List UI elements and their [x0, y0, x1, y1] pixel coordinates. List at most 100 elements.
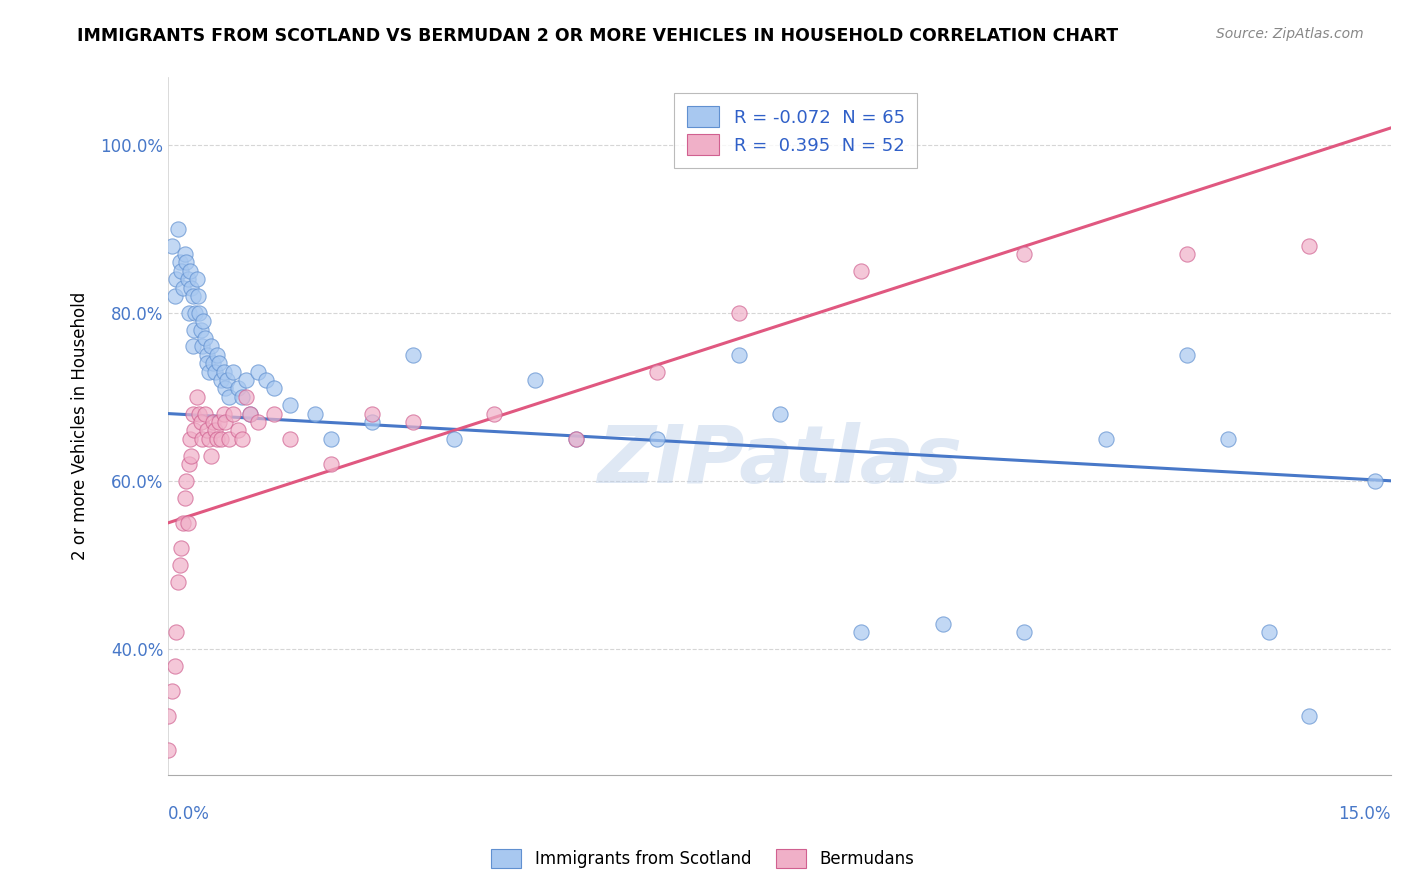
Point — [226, 381, 249, 395]
Point — [169, 558, 191, 572]
Point — [565, 432, 588, 446]
Point — [239, 407, 262, 421]
Point — [768, 407, 790, 421]
Point — [186, 390, 208, 404]
Point — [209, 432, 232, 446]
Text: 0.0%: 0.0% — [169, 805, 209, 823]
Y-axis label: 2 or more Vehicles in Household: 2 or more Vehicles in Household — [72, 292, 89, 560]
Point — [931, 616, 953, 631]
Text: IMMIGRANTS FROM SCOTLAND VS BERMUDAN 2 OR MORE VEHICLES IN HOUSEHOLD CORRELATION: IMMIGRANTS FROM SCOTLAND VS BERMUDAN 2 O… — [77, 27, 1118, 45]
Point — [167, 221, 190, 235]
Point — [361, 407, 384, 421]
Point — [188, 407, 211, 421]
Legend: Immigrants from Scotland, Bermudans: Immigrants from Scotland, Bermudans — [485, 842, 921, 875]
Point — [187, 289, 209, 303]
Point — [184, 306, 207, 320]
Point — [195, 356, 218, 370]
Point — [169, 255, 191, 269]
Point — [209, 373, 232, 387]
Point — [231, 390, 253, 404]
Point — [172, 516, 194, 530]
Point — [180, 449, 202, 463]
Point — [167, 574, 190, 589]
Point — [173, 247, 195, 261]
Point — [246, 365, 269, 379]
Point — [524, 373, 547, 387]
Point — [181, 407, 204, 421]
Point — [263, 381, 285, 395]
Point — [194, 331, 217, 345]
Point — [1175, 348, 1198, 362]
Point — [226, 423, 249, 437]
Text: Source: ZipAtlas.com: Source: ZipAtlas.com — [1216, 27, 1364, 41]
Point — [321, 457, 343, 471]
Point — [280, 398, 302, 412]
Point — [202, 415, 225, 429]
Point — [647, 432, 669, 446]
Point — [321, 432, 343, 446]
Point — [208, 356, 231, 370]
Point — [190, 322, 212, 336]
Point — [727, 306, 749, 320]
Point — [200, 449, 222, 463]
Point — [1257, 625, 1279, 640]
Point — [214, 381, 236, 395]
Point — [198, 365, 221, 379]
Point — [239, 407, 262, 421]
Point — [484, 407, 506, 421]
Text: 15.0%: 15.0% — [1339, 805, 1391, 823]
Point — [183, 423, 205, 437]
Point — [205, 348, 228, 362]
Point — [849, 263, 872, 277]
Point — [218, 432, 240, 446]
Point — [1012, 247, 1035, 261]
Point — [163, 658, 186, 673]
Point — [280, 432, 302, 446]
Point — [179, 432, 201, 446]
Point — [195, 423, 218, 437]
Point — [204, 365, 226, 379]
Point — [402, 415, 425, 429]
Point — [181, 289, 204, 303]
Point — [443, 432, 465, 446]
Point — [212, 365, 235, 379]
Point — [157, 742, 180, 756]
Point — [235, 390, 257, 404]
Point — [174, 474, 197, 488]
Point — [177, 457, 200, 471]
Point — [222, 365, 245, 379]
Point — [170, 263, 193, 277]
Point — [181, 339, 204, 353]
Point — [162, 684, 184, 698]
Point — [212, 407, 235, 421]
Point — [162, 238, 184, 252]
Point — [190, 415, 212, 429]
Point — [180, 280, 202, 294]
Point — [1298, 709, 1320, 723]
Point — [361, 415, 384, 429]
Point — [263, 407, 285, 421]
Point — [1298, 238, 1320, 252]
Point — [200, 339, 222, 353]
Point — [218, 390, 240, 404]
Point — [235, 373, 257, 387]
Point — [1094, 432, 1116, 446]
Text: ZIPatlas: ZIPatlas — [598, 422, 962, 500]
Point — [849, 625, 872, 640]
Point — [1012, 625, 1035, 640]
Point — [565, 432, 588, 446]
Point — [1216, 432, 1239, 446]
Point — [195, 348, 218, 362]
Point — [246, 415, 269, 429]
Point — [647, 365, 669, 379]
Point — [222, 407, 245, 421]
Point — [304, 407, 326, 421]
Point — [173, 491, 195, 505]
Point — [191, 339, 214, 353]
Point — [179, 263, 201, 277]
Point — [1175, 247, 1198, 261]
Point — [208, 415, 231, 429]
Point — [204, 423, 226, 437]
Point — [205, 432, 228, 446]
Point — [172, 280, 194, 294]
